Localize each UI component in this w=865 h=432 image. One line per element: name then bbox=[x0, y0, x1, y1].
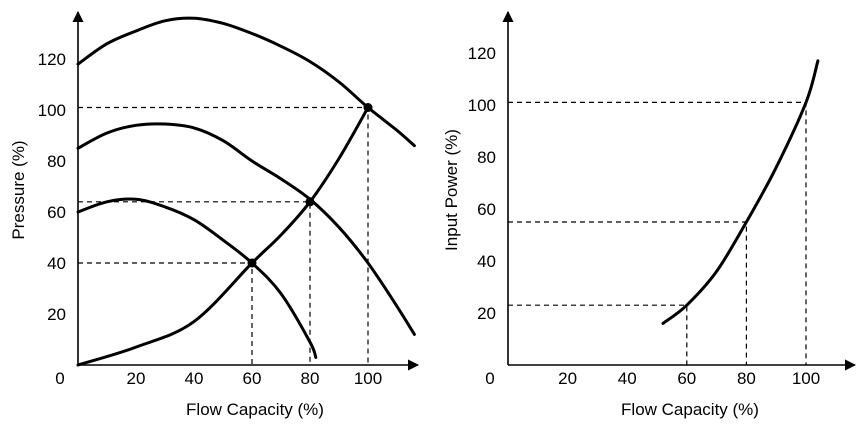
origin-label: 0 bbox=[55, 369, 64, 388]
guide-line-1 bbox=[78, 262, 253, 365]
guide-line-3 bbox=[78, 106, 369, 365]
y-tick-label: 20 bbox=[47, 305, 66, 324]
x-tick-label: 80 bbox=[737, 369, 756, 388]
y-tick-label: 100 bbox=[468, 96, 496, 115]
system-curve-4 bbox=[76, 106, 370, 367]
x-tick-label: 100 bbox=[792, 369, 820, 388]
y-axis-title: Pressure (%) bbox=[9, 140, 28, 239]
x-tick-label: 60 bbox=[677, 369, 696, 388]
y-tick-label: 20 bbox=[477, 304, 496, 323]
guide-line-3 bbox=[508, 101, 807, 365]
x-axis-title: Flow Capacity (%) bbox=[621, 400, 759, 419]
operating-point-1 bbox=[247, 258, 257, 268]
guide-line-2 bbox=[78, 201, 311, 365]
fan-curve-2 bbox=[76, 122, 416, 336]
y-tick-label: 120 bbox=[468, 44, 496, 63]
operating-point-2 bbox=[305, 197, 315, 207]
x-tick-label: 60 bbox=[243, 369, 262, 388]
y-tick-label: 80 bbox=[47, 152, 66, 171]
x-tick-label: 40 bbox=[618, 369, 637, 388]
guide-line-2 bbox=[508, 221, 747, 365]
x-tick-label: 100 bbox=[354, 369, 382, 388]
input-power-chart: 20 40 60 80 100 120 20 40 60 80 100 0 Flow Capaci… bbox=[442, 10, 857, 419]
y-tick-label: 120 bbox=[38, 50, 66, 69]
x-tick-label: 40 bbox=[185, 369, 204, 388]
y-tick-label: 60 bbox=[47, 203, 66, 222]
pressure-chart: 20 40 60 80 100 120 20 40 60 80 100 0 Flow Capaci… bbox=[9, 10, 420, 419]
power-curve-1 bbox=[661, 59, 820, 325]
fan-curve-3 bbox=[76, 197, 318, 359]
x-tick-label: 80 bbox=[301, 369, 320, 388]
y-tick-label: 80 bbox=[477, 148, 496, 167]
origin-label: 0 bbox=[485, 369, 494, 388]
guide-line-1 bbox=[508, 304, 688, 365]
y-tick-label: 60 bbox=[477, 200, 496, 219]
x-axis-title: Flow Capacity (%) bbox=[186, 400, 324, 419]
y-axis-title: Input Power (%) bbox=[442, 129, 461, 251]
x-tick-label: 20 bbox=[127, 369, 146, 388]
y-tick-label: 40 bbox=[47, 254, 66, 273]
y-tick-label: 100 bbox=[38, 101, 66, 120]
x-tick-label: 20 bbox=[558, 369, 577, 388]
operating-point-3 bbox=[363, 103, 373, 112]
y-tick-label: 40 bbox=[477, 252, 496, 271]
